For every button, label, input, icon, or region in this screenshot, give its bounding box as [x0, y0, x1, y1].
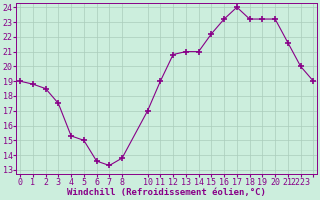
X-axis label: Windchill (Refroidissement éolien,°C): Windchill (Refroidissement éolien,°C): [67, 188, 266, 197]
